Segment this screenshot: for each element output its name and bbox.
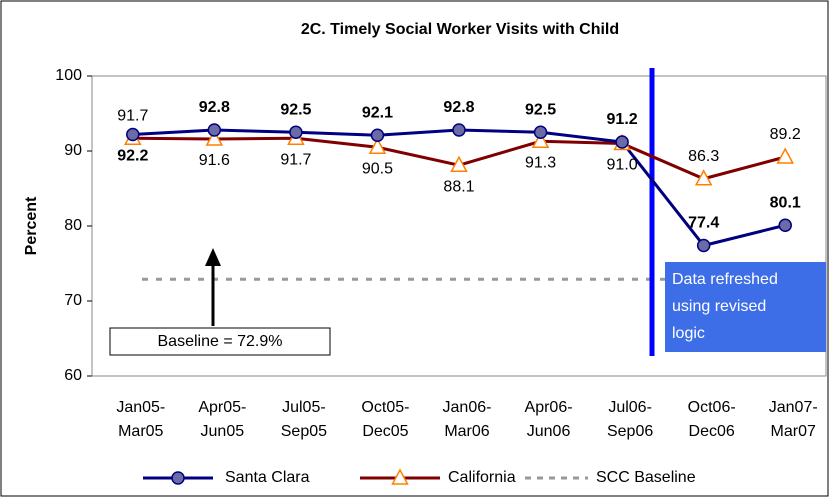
marker [450,155,468,172]
y-tick-label: 100 [55,67,82,84]
x-tick-label: Apr06- [525,399,573,416]
x-tick-label: Sep06 [607,423,653,440]
marker [533,125,548,139]
marker [368,137,387,154]
refresh-box [665,262,826,352]
data-label: 92.5 [525,101,556,118]
y-tick-label: 90 [64,142,82,159]
data-label: 92.1 [362,104,393,121]
x-tick-label: Mar07 [771,423,816,440]
y-tick-label: 70 [64,292,82,309]
x-tick-label: Sep05 [281,423,327,440]
marker [452,123,466,137]
legend-label: Santa Clara [225,469,310,486]
marker [531,131,550,148]
data-label: 90.5 [362,160,393,177]
marker [126,127,140,142]
x-tick-label: Jan05- [116,399,165,416]
baseline-note: Baseline = 72.9% [158,333,283,350]
marker [391,468,409,485]
data-label: 80.1 [770,194,801,211]
baseline-arrowhead [205,248,221,266]
baseline-box [109,327,331,356]
x-tick-label: Mar06 [444,423,489,440]
x-tick-label: Mar05 [118,423,163,440]
x-tick-label: Jul05- [282,399,326,416]
x-tick-label: Jan06- [443,399,492,416]
marker [778,218,792,232]
marker [289,125,303,139]
data-label: 91.6 [199,152,230,169]
marker [696,238,711,253]
y-tick-label: 80 [64,217,82,234]
data-label: 86.3 [688,148,719,165]
marker [370,128,385,142]
data-label: 91.7 [117,107,148,124]
data-label: 92.8 [443,99,474,116]
x-tick-label: Jan07- [769,399,818,416]
x-tick-label: Dec05 [362,423,408,440]
x-tick-label: Dec06 [689,423,735,440]
marker [694,169,713,186]
data-label: 91.2 [607,111,638,128]
data-label: 88.1 [443,178,474,195]
x-tick-label: Jun06 [527,423,571,440]
marker [615,135,629,149]
data-label: 92.5 [280,101,311,118]
x-tick-label: Jul06- [608,399,652,416]
marker [207,123,222,137]
data-label: 91.0 [607,157,638,174]
data-label: 92.2 [117,148,148,165]
x-tick-label: Oct05- [361,399,409,416]
legend-label: California [448,469,516,486]
chart-title: 2C. Timely Social Worker Visits with Chi… [301,21,619,38]
data-label: 77.4 [688,215,719,232]
y-tick-label: 60 [64,367,82,384]
data-label: 91.3 [525,154,556,171]
refresh-note: logic [672,325,705,342]
refresh-note: Data refreshed [672,271,778,288]
refresh-note: using revised [672,298,766,315]
data-label: 91.7 [280,151,311,168]
legend-label: SCC Baseline [596,469,696,486]
x-tick-label: Jun05 [201,423,245,440]
y-axis-label: Percent [23,196,40,255]
marker [205,129,224,146]
x-tick-label: Apr05- [198,399,246,416]
marker [171,471,185,485]
x-tick-label: Oct06- [688,399,736,416]
marker [776,147,794,164]
data-label: 89.2 [770,126,801,143]
data-label: 92.8 [199,99,230,116]
